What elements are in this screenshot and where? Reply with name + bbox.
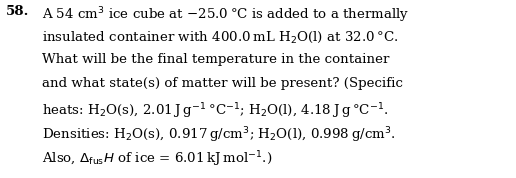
Text: heats: H$_2$O(s), 2.01 J g$^{-1}$ °C$^{-1}$; H$_2$O(l), 4.18 J g °C$^{-1}$.: heats: H$_2$O(s), 2.01 J g$^{-1}$ °C$^{-…	[42, 101, 389, 121]
Text: Also, $\Delta_{\mathrm{fus}}H$ of ice = 6.01 kJ mol$^{-1}$.): Also, $\Delta_{\mathrm{fus}}H$ of ice = …	[42, 150, 273, 169]
Text: 58.: 58.	[6, 5, 29, 18]
Text: insulated container with 400.0 mL H$_2$O(l) at 32.0 °C.: insulated container with 400.0 mL H$_2$O…	[42, 29, 399, 44]
Text: and what state(s) of matter will be present? (Specific: and what state(s) of matter will be pres…	[42, 77, 404, 90]
Text: What will be the final temperature in the container: What will be the final temperature in th…	[42, 53, 390, 66]
Text: A 54 cm$^3$ ice cube at −25.0 °C is added to a thermally: A 54 cm$^3$ ice cube at −25.0 °C is adde…	[42, 5, 410, 25]
Text: Densities: H$_2$O(s), 0.917 g/cm$^3$; H$_2$O(l), 0.998 g/cm$^3$.: Densities: H$_2$O(s), 0.917 g/cm$^3$; H$…	[42, 125, 396, 145]
